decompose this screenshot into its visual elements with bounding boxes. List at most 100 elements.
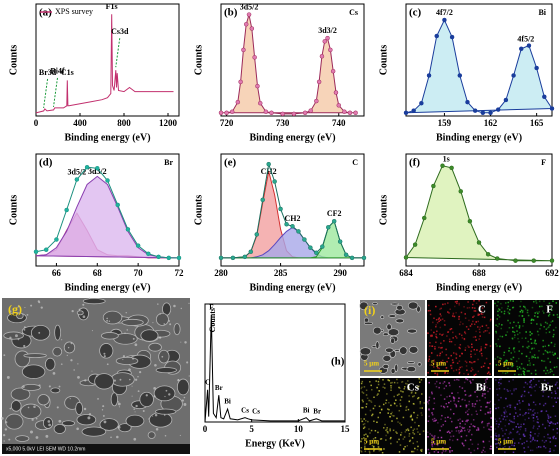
map-signal — [475, 302, 478, 304]
sem-speckle — [134, 343, 138, 347]
map-signal — [447, 302, 449, 304]
map-signal — [402, 438, 405, 440]
map-signal — [524, 368, 526, 371]
map-signal — [477, 358, 479, 361]
map-signal — [438, 317, 441, 319]
map-signal — [517, 442, 520, 444]
map-signal — [529, 362, 531, 364]
map-signal — [466, 428, 469, 431]
map-signal — [511, 326, 514, 329]
map-signal — [468, 395, 470, 397]
x-tick-label: 730 — [276, 118, 290, 128]
map-signal — [507, 301, 510, 304]
map-signal — [466, 410, 469, 412]
sem-speckle — [9, 310, 12, 313]
map-signal — [461, 352, 463, 355]
scale-bar-label: 5 μm — [498, 438, 513, 446]
sem-speckle — [126, 329, 129, 331]
map-signal — [460, 429, 463, 431]
map-signal — [386, 430, 388, 433]
map-signal — [520, 426, 522, 428]
map-signal — [464, 349, 467, 351]
map-signal — [453, 379, 456, 381]
map-signal — [468, 346, 470, 348]
map-signal — [483, 446, 485, 449]
map-signal — [460, 334, 463, 337]
data-point — [156, 254, 161, 260]
map-signal — [465, 404, 468, 407]
map-signal — [518, 315, 521, 317]
map-signal — [549, 441, 552, 443]
x-tick-label: 159 — [438, 118, 452, 128]
map-signal — [496, 394, 499, 396]
sem-grain — [394, 349, 400, 352]
map-signal — [411, 419, 414, 421]
sem-grain — [387, 328, 400, 336]
scale-bar-label: 5 μm — [431, 438, 446, 446]
sem-speckle — [8, 438, 11, 441]
sem-grain — [102, 310, 123, 325]
map-signal — [555, 366, 558, 368]
map-signal — [526, 311, 529, 314]
map-signal — [495, 324, 497, 326]
map-signal — [465, 326, 468, 328]
map-signal — [408, 386, 411, 389]
map-signal — [550, 392, 553, 394]
map-signal — [428, 304, 430, 307]
map-signal — [531, 347, 533, 350]
map-signal — [485, 357, 488, 360]
map-signal — [487, 366, 490, 369]
map-signal — [472, 336, 475, 338]
map-signal — [515, 388, 517, 390]
map-signal — [512, 300, 514, 302]
map-signal — [463, 338, 466, 340]
map-signal — [438, 367, 441, 370]
sem-grain — [158, 349, 170, 364]
map-signal — [523, 371, 525, 373]
map-signal — [427, 332, 429, 334]
map-signal — [527, 347, 529, 349]
sem-grain — [390, 337, 395, 344]
map-signal — [372, 438, 375, 440]
map-signal — [521, 443, 523, 445]
map-signal — [536, 412, 539, 414]
data-point — [328, 47, 333, 53]
map-signal — [427, 310, 430, 312]
map-signal — [502, 372, 504, 374]
map-signal — [385, 439, 387, 441]
map-signal — [534, 340, 536, 343]
map-signal — [510, 358, 512, 360]
sem-speckle — [163, 414, 166, 416]
map-signal — [555, 302, 558, 304]
peak-label: Br — [215, 384, 223, 392]
map-signal — [529, 431, 532, 434]
map-signal — [360, 450, 363, 453]
map-signal — [384, 423, 386, 426]
map-signal — [390, 387, 392, 389]
map-signal — [485, 301, 488, 304]
sem-grain — [148, 412, 173, 428]
map-signal — [556, 313, 559, 316]
map-signal — [485, 381, 487, 383]
map-signal — [407, 429, 410, 432]
map-signal — [524, 413, 526, 415]
map-signal — [512, 451, 515, 454]
map-signal — [488, 440, 491, 443]
map-signal — [442, 405, 445, 408]
map-signal — [543, 300, 545, 302]
map-signal — [530, 322, 533, 325]
map-signal — [548, 424, 551, 427]
map-signal — [519, 428, 522, 431]
map-signal — [478, 313, 480, 316]
data-point — [260, 197, 265, 203]
map-signal — [437, 366, 439, 369]
map-signal — [458, 346, 461, 349]
map-signal — [478, 300, 480, 302]
map-signal — [400, 390, 402, 392]
map-signal — [476, 349, 478, 351]
x-axis-label: Binding energy (eV) — [249, 132, 335, 143]
map-signal — [442, 450, 445, 452]
sem-grain — [21, 384, 41, 391]
map-signal — [528, 404, 530, 406]
sem-speckle — [186, 361, 189, 364]
